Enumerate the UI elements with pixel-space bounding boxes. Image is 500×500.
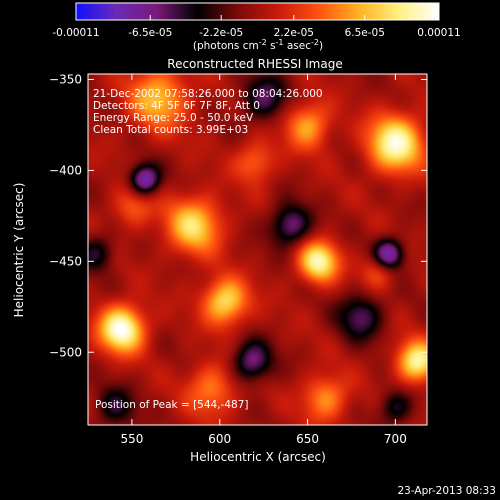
x-tick-label: 700 [384,432,407,446]
heatmap-area [88,74,427,425]
annotation-line: 21-Dec-2002 07:58:26.000 to 08:04:26.000 [93,88,323,100]
y-axis-label: Heliocentric Y (arcsec) [12,183,26,318]
y-tick-label: −400 [49,163,82,177]
colorbar-tick-label: 6.5e-05 [345,27,385,39]
colorbar-tick-label: -0.00011 [52,27,99,39]
y-tick-label: −450 [49,254,82,268]
colorbar-tick-label: -6.5e-05 [128,27,172,39]
y-tick-label: −350 [49,72,82,86]
annotation-line: Detectors: 4F 5F 6F 7F 8F, Att 0 [93,100,260,112]
colorbar-units: (photons cm-2 s-1 asec-2) [193,38,323,52]
colorbar-gradient [75,2,440,21]
annotation-line: Clean Total counts: 3.99E+03 [93,124,248,136]
x-tick-label: 550 [120,432,143,446]
colorbar-ticks: -0.00011 -6.5e-05 -2.2e-05 2.2e-05 6.5e-05 0.… [52,15,461,39]
x-axis-label: Heliocentric X (arcsec) [190,450,326,464]
colorbar: -0.00011 -6.5e-05 -2.2e-05 2.2e-05 6.5e-05 0.… [52,2,461,52]
plot-frame [87,73,428,426]
heatmap-canvas [88,74,427,425]
chart-title: Reconstructed RHESSI Image [167,57,342,71]
y-tick-label: −500 [49,345,82,359]
x-axis-ticks: 550 600 650 700 [120,74,407,446]
colorbar-tick-label: 2.2e-05 [274,27,314,39]
footer-timestamp: 23-Apr-2013 08:33 [397,485,496,497]
annotation-block: 21-Dec-2002 07:58:26.000 to 08:04:26.000… [93,88,323,136]
x-tick-label: 600 [208,432,231,446]
x-tick-label: 650 [296,432,319,446]
colorbar-tick-label: 0.00011 [417,27,460,39]
peak-position-label: Position of Peak = [544,-487] [95,399,249,411]
colorbar-tick-label: -2.2e-05 [199,27,243,39]
y-axis-ticks: −350 −400 −450 −500 [49,72,427,359]
annotation-line: Energy Range: 25.0 - 50.0 keV [93,112,254,124]
